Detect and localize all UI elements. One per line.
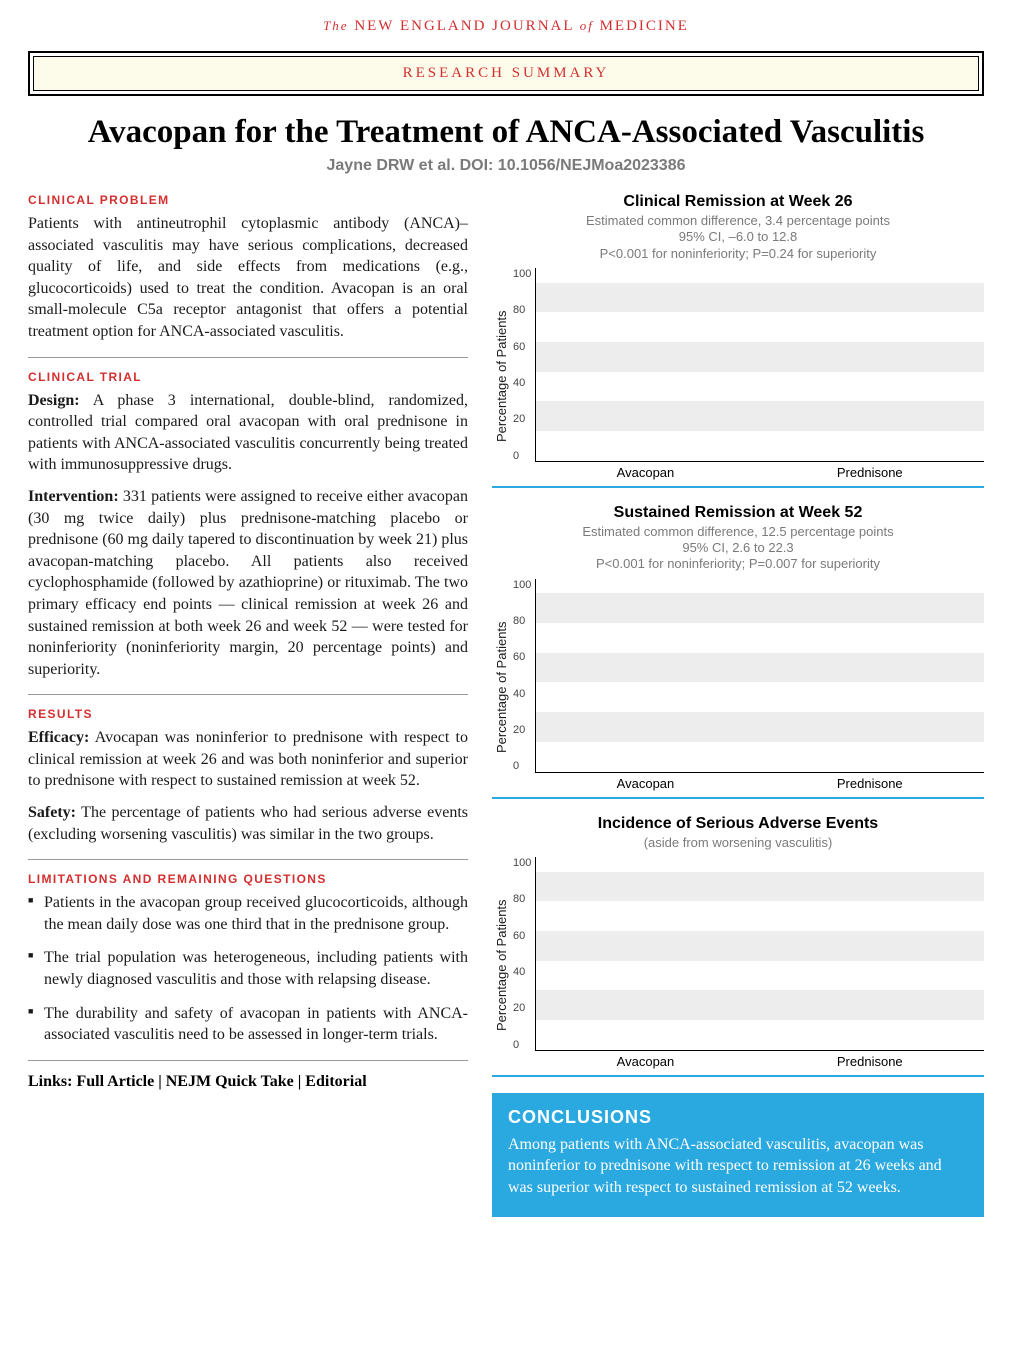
chart-ytick: 80 xyxy=(513,304,531,316)
label-design: Design: xyxy=(28,392,80,409)
chart-frame: Percentage of Patients100 80 60 40 20 0 72.3%7… xyxy=(492,268,984,488)
chart-ytick: 100 xyxy=(513,857,531,869)
chart-ytick: 40 xyxy=(513,688,531,700)
chart-subtitle: (aside from worsening vasculitis) xyxy=(492,835,984,851)
two-column-layout: CLINICAL PROBLEM Patients with antineutr… xyxy=(28,193,984,1217)
chart-ytick: 100 xyxy=(513,579,531,591)
chart-plot: 72.3%70.1% Avacopan Prednisone xyxy=(535,268,984,484)
text-intervention: Intervention: 331 patients were assigned… xyxy=(28,486,468,680)
chart-xlabel: Prednisone xyxy=(837,465,903,480)
chart-xlabel: Prednisone xyxy=(837,1054,903,1069)
right-column: Clinical Remission at Week 26 Estimated c… xyxy=(492,193,984,1217)
chart-title: Clinical Remission at Week 26 xyxy=(492,193,984,211)
chart-bars: 37.3%39.0% xyxy=(536,857,984,1050)
chart-xlabels: Avacopan Prednisone xyxy=(535,1051,984,1073)
divider xyxy=(28,859,468,860)
label-efficacy: Efficacy: xyxy=(28,729,89,746)
chart-ytick: 80 xyxy=(513,615,531,627)
journal-main: NEW ENGLAND JOURNAL xyxy=(354,18,574,34)
heading-limitations: LIMITATIONS AND REMAINING QUESTIONS xyxy=(28,872,468,886)
chart-ylabel: Percentage of Patients xyxy=(492,268,511,484)
chart: Incidence of Serious Adverse Events (asid… xyxy=(492,815,984,1077)
chart-frame: Percentage of Patients100 80 60 40 20 0 65.7%5… xyxy=(492,579,984,799)
conclusions-heading: CONCLUSIONS xyxy=(508,1107,968,1128)
chart-ytick: 60 xyxy=(513,341,531,353)
chart-ytick: 20 xyxy=(513,413,531,425)
chart-xlabel: Avacopan xyxy=(617,465,675,480)
chart-plot-area: 72.3%70.1% xyxy=(535,268,984,462)
text-efficacy-body: Avocapan was noninferior to prednisone w… xyxy=(28,729,468,789)
journal-medicine: MEDICINE xyxy=(600,18,689,34)
chart-ytick: 40 xyxy=(513,377,531,389)
chart: Sustained Remission at Week 52 Estimated … xyxy=(492,504,984,799)
chart-ytick: 80 xyxy=(513,893,531,905)
chart-ytick: 60 xyxy=(513,651,531,663)
label-intervention: Intervention: xyxy=(28,488,119,505)
journal-name: The NEW ENGLAND JOURNAL of MEDICINE xyxy=(28,18,984,35)
chart-plot: 65.7%54.9% Avacopan Prednisone xyxy=(535,579,984,795)
heading-results: RESULTS xyxy=(28,707,468,721)
divider xyxy=(28,1060,468,1061)
chart-plot: 37.3%39.0% Avacopan Prednisone xyxy=(535,857,984,1073)
chart-yticks: 100 80 60 40 20 0 xyxy=(511,579,535,795)
chart-bars: 65.7%54.9% xyxy=(536,579,984,772)
chart-ytick: 100 xyxy=(513,268,531,280)
heading-clinical-problem: CLINICAL PROBLEM xyxy=(28,193,468,207)
chart-xlabels: Avacopan Prednisone xyxy=(535,773,984,795)
article-citation: Jayne DRW et al. DOI: 10.1056/NEJMoa2023… xyxy=(28,157,984,175)
text-intervention-body: 331 patients were assigned to receive ei… xyxy=(28,488,468,678)
chart-plot-area: 65.7%54.9% xyxy=(535,579,984,773)
chart-xlabels: Avacopan Prednisone xyxy=(535,462,984,484)
chart-subtitle: Estimated common difference, 12.5 percen… xyxy=(492,524,984,573)
chart-ytick: 20 xyxy=(513,1002,531,1014)
limitation-item: Patients in the avacopan group received … xyxy=(28,892,468,935)
links-line[interactable]: Links: Full Article | NEJM Quick Take | … xyxy=(28,1073,468,1091)
chart-ytick: 0 xyxy=(513,760,531,772)
conclusions-text: Among patients with ANCA-associated vasc… xyxy=(508,1134,968,1199)
chart-ytick: 0 xyxy=(513,1039,531,1051)
chart-ytick: 20 xyxy=(513,724,531,736)
chart-frame: Percentage of Patients100 80 60 40 20 0 37.3%3… xyxy=(492,857,984,1077)
chart-title: Incidence of Serious Adverse Events xyxy=(492,815,984,833)
text-clinical-problem: Patients with antineutrophil cytoplasmic… xyxy=(28,213,468,343)
text-safety-body: The percentage of patients who had serio… xyxy=(28,804,468,843)
chart-ylabel: Percentage of Patients xyxy=(492,857,511,1073)
chart: Clinical Remission at Week 26 Estimated c… xyxy=(492,193,984,488)
article-title: Avacopan for the Treatment of ANCA-Assoc… xyxy=(28,114,984,151)
left-column: CLINICAL PROBLEM Patients with antineutr… xyxy=(28,193,468,1217)
banner-frame: RESEARCH SUMMARY xyxy=(28,51,984,96)
text-design: Design: A phase 3 international, double-… xyxy=(28,390,468,476)
chart-ytick: 40 xyxy=(513,966,531,978)
text-efficacy: Efficacy: Avocapan was noninferior to pr… xyxy=(28,727,468,792)
chart-ytick: 60 xyxy=(513,930,531,942)
chart-ylabel: Percentage of Patients xyxy=(492,579,511,795)
divider xyxy=(28,694,468,695)
journal-of: of xyxy=(580,18,594,33)
label-safety: Safety: xyxy=(28,804,76,821)
divider xyxy=(28,357,468,358)
chart-subtitle: Estimated common difference, 3.4 percent… xyxy=(492,213,984,262)
chart-xlabel: Prednisone xyxy=(837,776,903,791)
chart-plot-area: 37.3%39.0% xyxy=(535,857,984,1051)
chart-ytick: 0 xyxy=(513,450,531,462)
limitation-item: The trial population was heterogeneous, … xyxy=(28,947,468,990)
chart-xlabel: Avacopan xyxy=(617,1054,675,1069)
limitation-item: The durability and safety of avacopan in… xyxy=(28,1003,468,1046)
banner-label: RESEARCH SUMMARY xyxy=(33,56,979,91)
text-design-body: A phase 3 international, double-blind, r… xyxy=(28,392,468,474)
conclusions-box: CONCLUSIONS Among patients with ANCA-ass… xyxy=(492,1093,984,1217)
chart-yticks: 100 80 60 40 20 0 xyxy=(511,857,535,1073)
chart-xlabel: Avacopan xyxy=(617,776,675,791)
charts-container: Clinical Remission at Week 26 Estimated c… xyxy=(492,193,984,1077)
chart-bars: 72.3%70.1% xyxy=(536,268,984,461)
journal-the: The xyxy=(323,18,349,33)
text-safety: Safety: The percentage of patients who h… xyxy=(28,802,468,845)
chart-title: Sustained Remission at Week 52 xyxy=(492,504,984,522)
limitations-list: Patients in the avacopan group received … xyxy=(28,892,468,1046)
chart-yticks: 100 80 60 40 20 0 xyxy=(511,268,535,484)
heading-clinical-trial: CLINICAL TRIAL xyxy=(28,370,468,384)
